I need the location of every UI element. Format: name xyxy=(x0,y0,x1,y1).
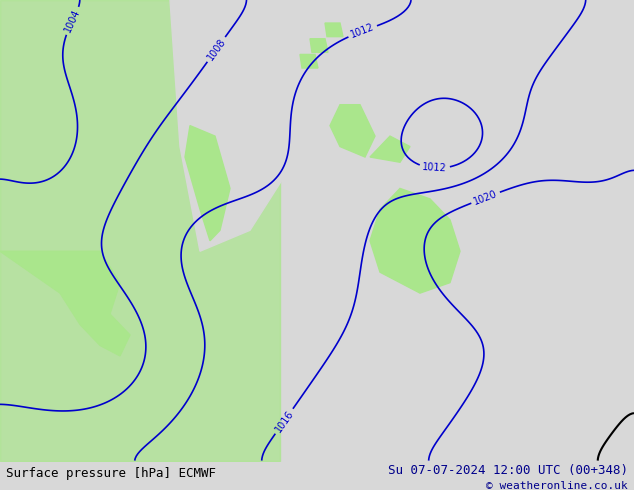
Text: 1020: 1020 xyxy=(472,189,499,207)
Text: 1008: 1008 xyxy=(205,37,228,62)
Polygon shape xyxy=(300,54,318,68)
Text: 1012: 1012 xyxy=(349,22,376,40)
Text: 1012: 1012 xyxy=(422,162,447,174)
Text: 1016: 1016 xyxy=(273,408,295,434)
Text: © weatheronline.co.uk: © weatheronline.co.uk xyxy=(486,481,628,490)
Text: Surface pressure [hPa] ECMWF: Surface pressure [hPa] ECMWF xyxy=(6,467,216,480)
Text: Su 07-07-2024 12:00 UTC (00+348): Su 07-07-2024 12:00 UTC (00+348) xyxy=(387,465,628,477)
Polygon shape xyxy=(370,136,410,162)
Polygon shape xyxy=(310,39,328,52)
Polygon shape xyxy=(325,23,343,37)
Polygon shape xyxy=(0,251,130,356)
Text: 1004: 1004 xyxy=(63,8,82,34)
Polygon shape xyxy=(170,0,320,251)
Polygon shape xyxy=(370,189,460,293)
Polygon shape xyxy=(330,105,375,157)
Polygon shape xyxy=(185,125,230,241)
